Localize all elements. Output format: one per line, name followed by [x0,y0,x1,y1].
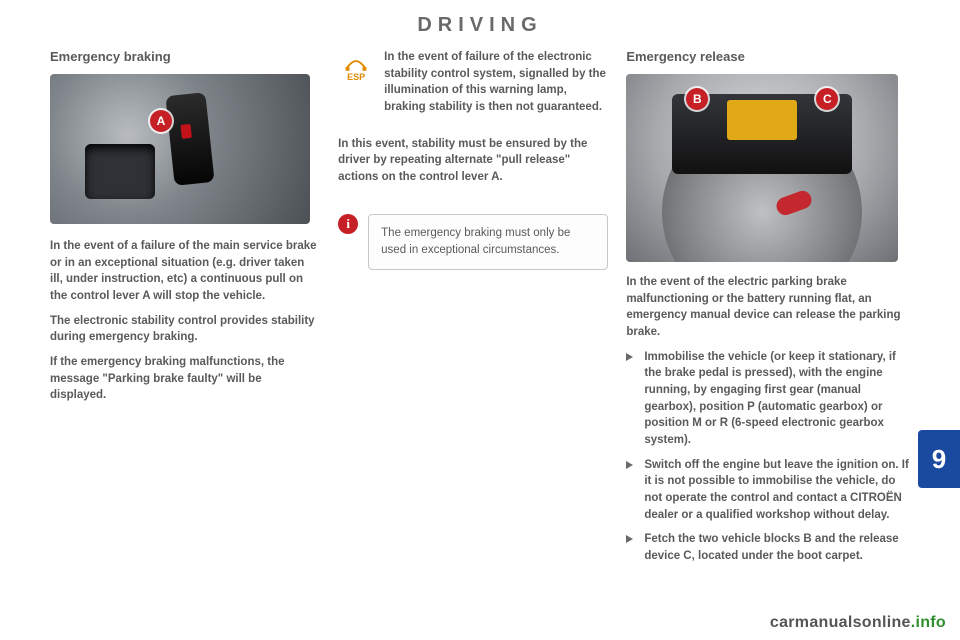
esp-warning-row: ESP In the event of failure of the elect… [338,49,608,124]
content-columns: Emergency braking A In the event of a fa… [0,43,960,573]
chapter-tab: 9 [918,430,960,488]
parking-brake-lever [165,92,214,186]
page-title: DRIVING [0,0,960,43]
watermark-tld: .info [911,614,946,631]
col1-para-2: The electronic stability control provide… [50,313,320,346]
watermark: carmanualsonline.info [770,614,946,632]
col1-para-3: If the emergency braking malfunctions, t… [50,354,320,404]
column-esp-note: ESP In the event of failure of the elect… [338,49,608,573]
tool-kit [727,100,797,140]
info-icon: i [338,214,358,234]
subhead-emergency-release: Emergency release [626,49,910,64]
watermark-main: carmanualsonline [770,614,911,631]
release-step-3: Fetch the two vehicle blocks B and the r… [626,531,910,564]
col2-top-bold: In the event of failure of the electroni… [384,49,608,116]
subhead-emergency-braking: Emergency braking [50,49,320,64]
note-card: The emergency braking must only be used … [368,214,608,271]
note-box: i The emergency braking must only be use… [338,214,608,271]
release-step-1: Immobilise the vehicle (or keep it stati… [626,349,910,449]
esp-warning-icon: ESP [338,49,374,85]
esp-label: ESP [347,73,365,82]
column-emergency-release: Emergency release B C In the event of th… [626,49,910,573]
column-emergency-braking: Emergency braking A In the event of a fa… [50,49,320,573]
release-steps: Immobilise the vehicle (or keep it stati… [626,349,910,565]
lever-recess [85,144,155,199]
trunk-image: B C [626,74,898,262]
lever-image: A [50,74,310,224]
release-step-2: Switch off the engine but leave the igni… [626,457,910,524]
col2-top-body: In this event, stability must be ensured… [338,136,608,186]
marker-a: A [150,110,172,132]
col1-para-1: In the event of a failure of the main se… [50,238,320,305]
col3-para-1: In the event of the electric parking bra… [626,274,910,341]
